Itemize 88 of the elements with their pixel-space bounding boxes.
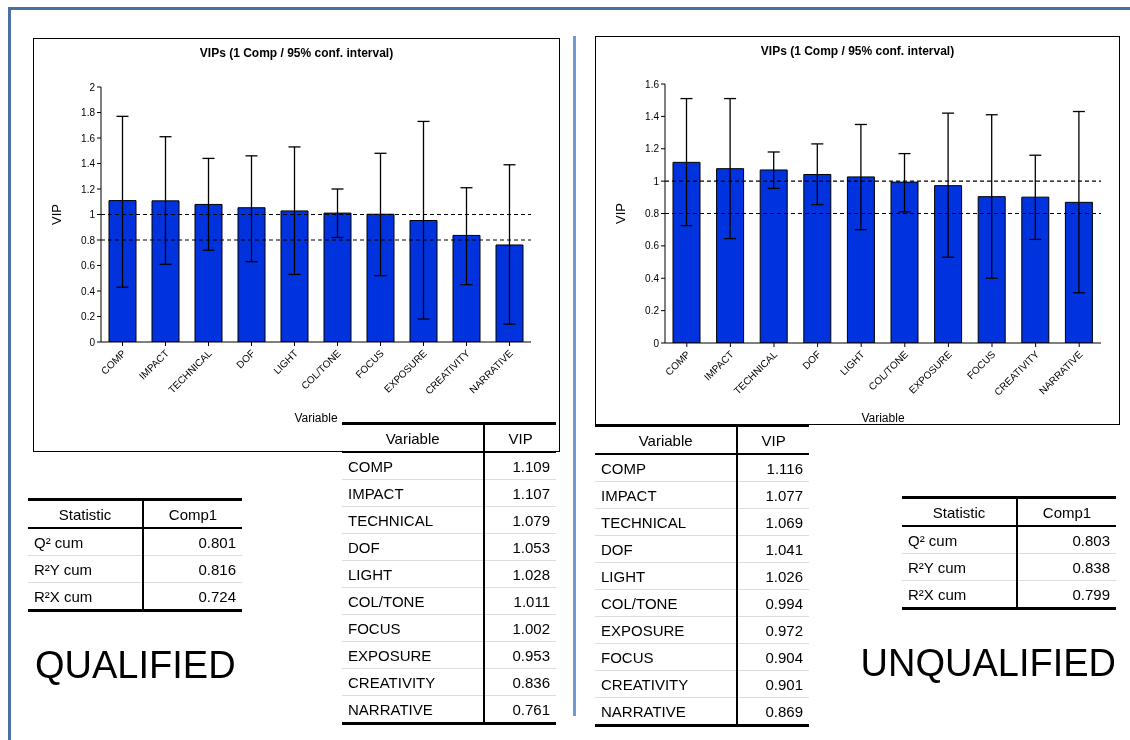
- x-axis-title: Variable: [861, 411, 905, 425]
- category-label: IMPACT: [595, 481, 738, 509]
- data-label: 1.077: [737, 481, 809, 509]
- data-label: 0.953: [484, 641, 556, 669]
- data-label: 0.803: [1017, 526, 1116, 554]
- data-label: 1.079: [484, 506, 556, 534]
- category-label: TECHNICAL: [595, 508, 738, 536]
- y-tick-label: 0.2: [645, 305, 660, 317]
- data-label: 1.002: [484, 614, 556, 642]
- text: VIP: [484, 423, 556, 452]
- category-label: LIGHT: [595, 562, 738, 590]
- data-label: 0.972: [737, 616, 809, 644]
- data-label: 0.869: [737, 697, 809, 726]
- y-tick-label: 0.8: [645, 208, 660, 220]
- data-label: 0.801: [143, 528, 242, 556]
- data-label: 0.799: [1017, 580, 1116, 609]
- text: Comp1: [1017, 497, 1116, 526]
- text: Variable: [595, 425, 738, 454]
- y-axis-title: VIP: [48, 204, 64, 225]
- y-tick-label: 1.8: [81, 107, 96, 119]
- category-label: NARRATIVE: [595, 697, 738, 726]
- y-tick-label: 0: [89, 336, 96, 348]
- y-axis-title: VIP: [612, 203, 628, 224]
- data-label: 0.724: [143, 582, 242, 611]
- category-label: DOF: [342, 533, 485, 561]
- y-tick-label: 1.4: [81, 158, 96, 170]
- y-tick-label: 1.6: [81, 132, 96, 144]
- data-label: 0.901: [737, 670, 809, 698]
- y-tick-label: 1.2: [645, 143, 660, 155]
- category-label: R²X cum: [28, 582, 144, 611]
- y-tick-label: 0.4: [645, 272, 660, 284]
- data-label: 0.816: [143, 555, 242, 583]
- category-label: COL/TONE: [342, 587, 485, 615]
- category-label: NARRATIVE: [342, 695, 485, 724]
- data-label: 1.069: [737, 508, 809, 536]
- text: Statistic: [28, 499, 144, 528]
- text: Variable: [342, 423, 485, 452]
- category-label: CREATIVITY: [595, 670, 738, 698]
- category-label: DOF: [595, 535, 738, 563]
- text: VIP: [737, 425, 809, 454]
- y-tick-label: 1: [89, 209, 96, 221]
- category-label: Q² cum: [28, 528, 144, 556]
- category-label: TECHNICAL: [342, 506, 485, 534]
- y-tick-label: 1.6: [645, 78, 660, 90]
- y-tick-label: 0: [653, 337, 660, 349]
- category-label: IMPACT: [342, 479, 485, 507]
- category-label: R²X cum: [902, 580, 1018, 609]
- data-label: 1.053: [484, 533, 556, 561]
- chart-title: VIPs (1 Comp / 95% conf. interval): [198, 46, 395, 60]
- data-label: 1.109: [484, 452, 556, 480]
- y-tick-label: 0.6: [81, 260, 96, 272]
- data-label: 0.836: [484, 668, 556, 696]
- data-label: 0.761: [484, 695, 556, 724]
- data-label: 0.904: [737, 643, 809, 671]
- data-label: 1.041: [737, 535, 809, 563]
- text: Comp1: [143, 499, 242, 528]
- category-label: COL/TONE: [595, 589, 738, 617]
- category-label: Q² cum: [902, 526, 1018, 554]
- data-label: 0.994: [737, 589, 809, 617]
- text: Statistic: [902, 497, 1018, 526]
- category-label: EXPOSURE: [595, 616, 738, 644]
- category-label: FOCUS: [595, 643, 738, 671]
- category-label: COMP: [342, 452, 485, 480]
- category-label: COMP: [595, 454, 738, 482]
- data-label: 1.116: [737, 454, 809, 482]
- data-label: 1.011: [484, 587, 556, 615]
- category-label: R²Y cum: [902, 553, 1018, 581]
- data-label: 1.107: [484, 479, 556, 507]
- data-label: 1.028: [484, 560, 556, 588]
- category-label: R²Y cum: [28, 555, 144, 583]
- category-label: CREATIVITY: [342, 668, 485, 696]
- y-tick-label: 1: [653, 175, 660, 187]
- data-label: 0.838: [1017, 553, 1116, 581]
- y-tick-label: 0.8: [81, 234, 96, 246]
- x-axis-title: Variable: [294, 411, 338, 425]
- text: QUALIFIED: [35, 644, 236, 687]
- chart-title: VIPs (1 Comp / 95% conf. interval): [759, 44, 956, 58]
- category-label: LIGHT: [342, 560, 485, 588]
- y-tick-label: 1.2: [81, 183, 96, 195]
- category-label: FOCUS: [342, 614, 485, 642]
- y-tick-label: 1.4: [645, 110, 660, 122]
- y-tick-label: 2: [89, 81, 96, 93]
- data-label: 1.026: [737, 562, 809, 590]
- category-label: EXPOSURE: [342, 641, 485, 669]
- y-tick-label: 0.6: [645, 240, 660, 252]
- text: UNQUALIFIED: [860, 642, 1116, 685]
- y-tick-label: 0.2: [81, 311, 96, 323]
- y-tick-label: 0.4: [81, 285, 96, 297]
